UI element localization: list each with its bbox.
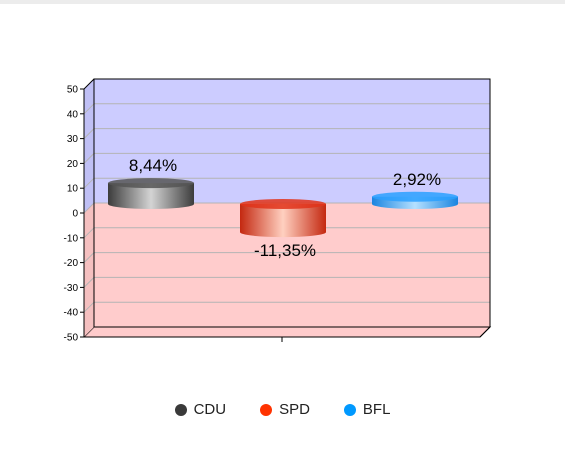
data-label-cdu: 8,44% <box>129 156 177 175</box>
axis-depth-top <box>83 78 95 90</box>
y-tick-label: -20 <box>64 258 79 269</box>
side-wall-positive <box>84 79 94 213</box>
axis-depth-right <box>479 326 491 338</box>
grid-line-side <box>83 202 95 214</box>
legend-swatch-spd <box>260 403 273 416</box>
legend-label-cdu: CDU <box>193 401 227 418</box>
bar-cap-spd <box>240 199 326 209</box>
plot-back-border <box>93 78 491 328</box>
legend-item-spd[interactable]: SPD <box>260 401 310 418</box>
legend-swatch-bfl <box>343 403 356 416</box>
legend-item-bfl[interactable]: BFL <box>343 401 391 418</box>
y-tick-label: -30 <box>64 283 79 294</box>
top-strip <box>0 0 565 4</box>
side-wall-negative <box>84 203 94 337</box>
y-tick-label: 20 <box>67 159 79 170</box>
grid-line-side <box>83 252 95 263</box>
bar-body-cdu <box>108 183 194 209</box>
y-tick-label: 40 <box>67 109 79 120</box>
y-tick-label: -50 <box>64 333 79 344</box>
grid-line-side <box>83 227 95 239</box>
grid-line-side <box>83 128 95 139</box>
y-tick-label: -40 <box>64 308 79 319</box>
y-tick-label: 10 <box>67 184 79 195</box>
y-tick-label: 0 <box>72 209 78 220</box>
bar-cap-cdu <box>108 178 194 189</box>
y-tick-label: 30 <box>67 134 79 145</box>
legend-swatch-cdu <box>174 403 187 416</box>
grid-line-side <box>83 177 95 189</box>
bar-body-spd <box>240 204 326 238</box>
legend-label-bfl: BFL <box>362 401 391 418</box>
legend-label-spd: SPD <box>279 401 310 418</box>
legend: CDU SPD BFL <box>0 401 565 418</box>
grid-line-side <box>83 103 95 115</box>
data-label-spd: -11,35% <box>254 241 316 260</box>
legend-item-cdu[interactable]: CDU <box>174 401 227 418</box>
data-label-bfl: 2,92% <box>393 170 441 189</box>
y-tick-label: -10 <box>64 233 79 244</box>
y-tick-label: 50 <box>67 85 79 96</box>
bar-cap-bfl <box>372 191 458 202</box>
plot-floor <box>82 326 492 338</box>
grid-line-side <box>83 153 95 164</box>
grid-line-side <box>83 277 95 288</box>
grid-line-side <box>83 301 95 313</box>
